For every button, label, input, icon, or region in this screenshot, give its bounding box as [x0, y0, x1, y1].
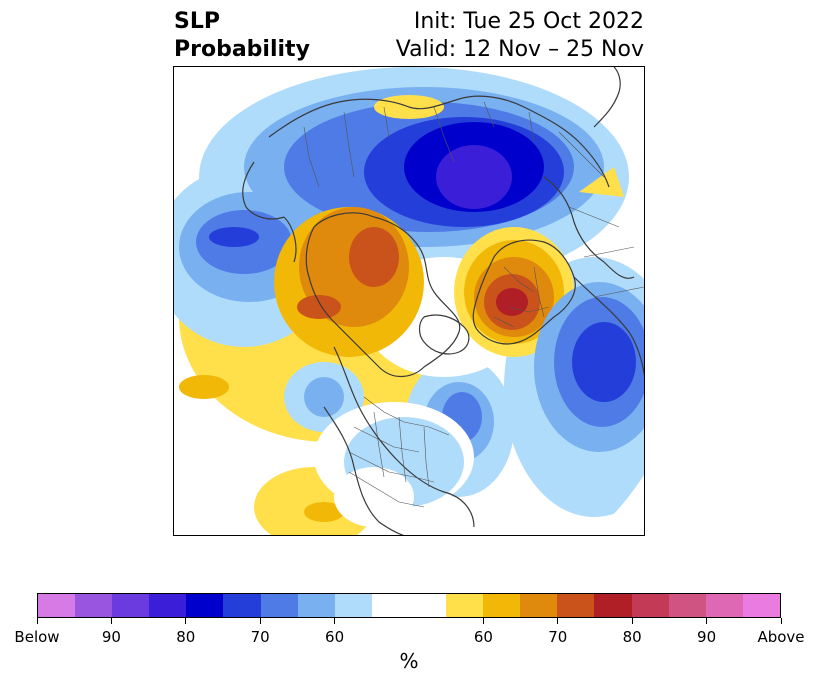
valid-range: Valid: 12 Nov – 25 Nov [395, 37, 644, 62]
colorbar-segment [149, 594, 187, 617]
colorbar-tick [259, 618, 261, 624]
colorbar-tick-label: 60 [473, 628, 493, 646]
colorbar-tick [780, 618, 782, 624]
europe-80 [496, 288, 528, 316]
colorbar-tick-label: Below [14, 628, 60, 646]
map-svg [174, 67, 644, 535]
init-date: Init: Tue 25 Oct 2022 [413, 9, 644, 34]
colorbar-tick-label: 70 [548, 628, 568, 646]
title-product: Probability [174, 37, 310, 62]
coastlines [242, 67, 644, 535]
colorbar-tick [110, 618, 112, 624]
colorbar-segment [223, 594, 261, 617]
colorbar-segment [112, 594, 150, 617]
colorbar-segment [483, 594, 521, 617]
colorbar-segment [705, 594, 743, 617]
pacific-75 [209, 227, 259, 247]
colorbar-tick [482, 618, 484, 624]
borders [303, 101, 644, 508]
arctic-85 [436, 145, 512, 209]
colorbar-segment [594, 594, 632, 617]
colorbar-segment [668, 594, 706, 617]
colorbar-tick [185, 618, 187, 624]
colorbar-tick-label: 70 [250, 628, 270, 646]
colorbar-segment [186, 594, 224, 617]
chart-title: SLP Probability [174, 8, 310, 64]
colorbar-segment [631, 594, 669, 617]
colorbar-segment [446, 594, 484, 617]
title-variable: SLP [174, 9, 220, 34]
colorbar-tick-label: 80 [176, 628, 196, 646]
mexico-neutral [334, 467, 414, 527]
se-pacific-65 [304, 502, 344, 522]
colorbar-segment [557, 594, 595, 617]
colorbar-tick [706, 618, 708, 624]
colorbar-tick-label: 90 [101, 628, 121, 646]
colorbar-segment [371, 594, 409, 617]
colorbar-tick [36, 618, 38, 624]
colorbar-segment [408, 594, 447, 617]
colorbar-tick-label: 60 [325, 628, 345, 646]
bering-75b [297, 295, 341, 319]
colorbar-tick [334, 618, 336, 624]
colorbar-tick [557, 618, 559, 624]
forecast-dates: Init: Tue 25 Oct 2022 Valid: 12 Nov – 25… [396, 8, 644, 64]
east-asia-high [579, 167, 624, 197]
colorbar-segment [520, 594, 558, 617]
colorbar-segment [75, 594, 113, 617]
east-asia-75 [572, 322, 636, 402]
west-pacific-60 [179, 375, 229, 399]
colorbar-tick-label: 90 [697, 628, 717, 646]
bering-75 [349, 227, 399, 287]
colorbar [37, 593, 781, 618]
colorbar-segment [38, 594, 76, 617]
colorbar-tick [631, 618, 633, 624]
colorbar-segment [297, 594, 335, 617]
colorbar-segment [260, 594, 298, 617]
probability-map [173, 66, 645, 536]
colorbar-segment [742, 594, 780, 617]
colorbar-tick-label: Above [757, 628, 805, 646]
colorbar-tick-label: 80 [622, 628, 642, 646]
colorbar-unit-label: % [399, 649, 419, 673]
colorbar-segment [334, 594, 372, 617]
nw-pacific-65 [304, 377, 344, 417]
